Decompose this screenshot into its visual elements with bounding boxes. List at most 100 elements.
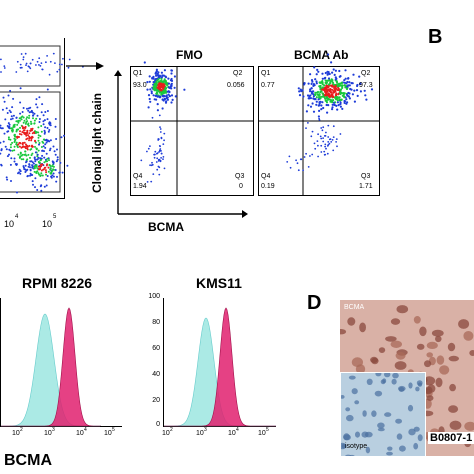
gating-event-dot <box>55 180 58 183</box>
bcma-event-dot <box>312 95 315 98</box>
gating-event-dot <box>29 156 31 159</box>
bcma-event-dot <box>370 88 374 91</box>
gating-event-dot <box>40 62 43 64</box>
gating-event-dot <box>8 123 11 126</box>
bcma-event-dot <box>328 142 331 145</box>
bcma-event-dot <box>317 70 320 73</box>
fmo-event-dot <box>156 157 159 160</box>
gating-event-dot <box>52 161 54 164</box>
gating-event-dot <box>36 155 39 158</box>
bcma-event-dot <box>303 82 306 85</box>
gating-event-dot <box>38 121 41 123</box>
fmo-event-dot <box>149 145 151 147</box>
bcma-event-dot <box>332 149 335 152</box>
bcma-event-dot <box>331 93 334 96</box>
fmo-event-dot <box>148 97 151 101</box>
bcma-event-dot <box>327 83 330 86</box>
bcma-event-dot <box>324 88 327 91</box>
bcma-event-dot <box>315 100 318 103</box>
gating-event-dot <box>46 163 49 166</box>
fmo-event-dot <box>171 98 174 101</box>
scatter-axis-arrows <box>114 70 248 218</box>
fmo-event-dot <box>151 77 154 80</box>
gating-event-dot <box>23 168 26 171</box>
fmo-event-dot <box>170 72 173 75</box>
gating-event-dot <box>0 71 2 73</box>
inset-cell <box>349 454 355 456</box>
gating-event-dot <box>45 141 48 144</box>
bcma-event-dot <box>323 84 326 87</box>
inset-cell <box>380 379 386 385</box>
gating-event-dot <box>28 132 31 135</box>
bcma-event-dot <box>353 100 356 103</box>
ihc-cell <box>424 360 432 368</box>
bcma-event-dot <box>327 77 331 80</box>
kms-histogram <box>163 298 276 427</box>
gating-event-dot <box>40 184 43 187</box>
fmo-event-dot <box>159 159 162 162</box>
gating-event-dot <box>43 119 46 122</box>
gating-event-dot <box>55 160 58 163</box>
bcma-event-dot <box>356 83 359 87</box>
bcma-event-dot <box>320 104 323 107</box>
rpmi-xtick-10d: 10 <box>104 430 112 437</box>
gating-event-dot <box>46 118 49 121</box>
fmo-event-dot <box>165 95 168 98</box>
gating-event-dot <box>19 130 21 133</box>
gating-event-dot <box>40 172 43 175</box>
gating-event-dot <box>56 158 59 161</box>
gating-event-dot <box>48 73 51 76</box>
gating-event-dot <box>24 153 27 156</box>
gating-event-dot <box>33 157 36 159</box>
gating-event-dot <box>22 166 25 169</box>
gating-event-dot <box>38 173 41 176</box>
gating-event-dot <box>6 155 9 158</box>
fmo-event-dot <box>161 74 164 77</box>
gating-event-dot <box>52 165 55 168</box>
ihc-cell <box>449 383 456 392</box>
inset-cell <box>408 428 416 436</box>
scatter-x-axis-label: BCMA <box>148 220 184 234</box>
fmo-event-dot <box>160 157 162 159</box>
bcma-event-dot <box>326 111 329 114</box>
fmo-event-dot <box>174 95 177 98</box>
gating-event-dot <box>51 165 54 168</box>
fmo-event-dot <box>149 164 151 167</box>
inset-cell <box>384 373 391 378</box>
bcma-q1-name: Q1 <box>261 70 271 77</box>
gating-event-dot <box>35 64 37 66</box>
gating-event-dot <box>37 126 40 129</box>
kms-ytick-20: 20 <box>152 397 160 404</box>
bcma-event-dot <box>331 79 334 82</box>
fmo-event-dot <box>162 85 165 88</box>
bcma-event-dot <box>341 107 344 110</box>
ihc-cell <box>423 376 436 386</box>
gating-event-dot <box>2 96 5 99</box>
fmo-event-dot <box>170 77 173 81</box>
bcma-event-dot <box>330 88 334 91</box>
gating-event-dot <box>28 163 31 166</box>
gating-event-dot <box>18 168 21 171</box>
gating-event-dot <box>19 63 22 66</box>
bcma-event-dot <box>331 85 334 88</box>
gating-event-dot <box>56 70 59 73</box>
bcma-event-dot <box>338 69 341 73</box>
rpmi-histogram-curves <box>1 307 101 427</box>
bcma-event-dot <box>317 115 320 118</box>
bcma-quadrant-lines <box>259 53 379 195</box>
gating-event-dot <box>34 140 37 143</box>
gating-event-dot <box>32 114 35 117</box>
bcma-event-dot <box>325 84 328 87</box>
gating-event-dot <box>4 145 7 148</box>
kms-ytick-40: 40 <box>152 371 160 378</box>
ihc-cell <box>378 347 386 353</box>
gating-event-dot <box>25 121 28 124</box>
fmo-event-dot <box>167 82 170 85</box>
bcma-event-dot <box>307 104 310 107</box>
ihc-cell <box>449 420 462 430</box>
bcma-event-dot <box>310 135 313 138</box>
gating-event-dot <box>29 62 32 65</box>
bcma-q3-value: 1.71 <box>359 183 373 190</box>
bcma-event-dot <box>348 81 351 84</box>
bcma-event-dot <box>336 85 339 88</box>
